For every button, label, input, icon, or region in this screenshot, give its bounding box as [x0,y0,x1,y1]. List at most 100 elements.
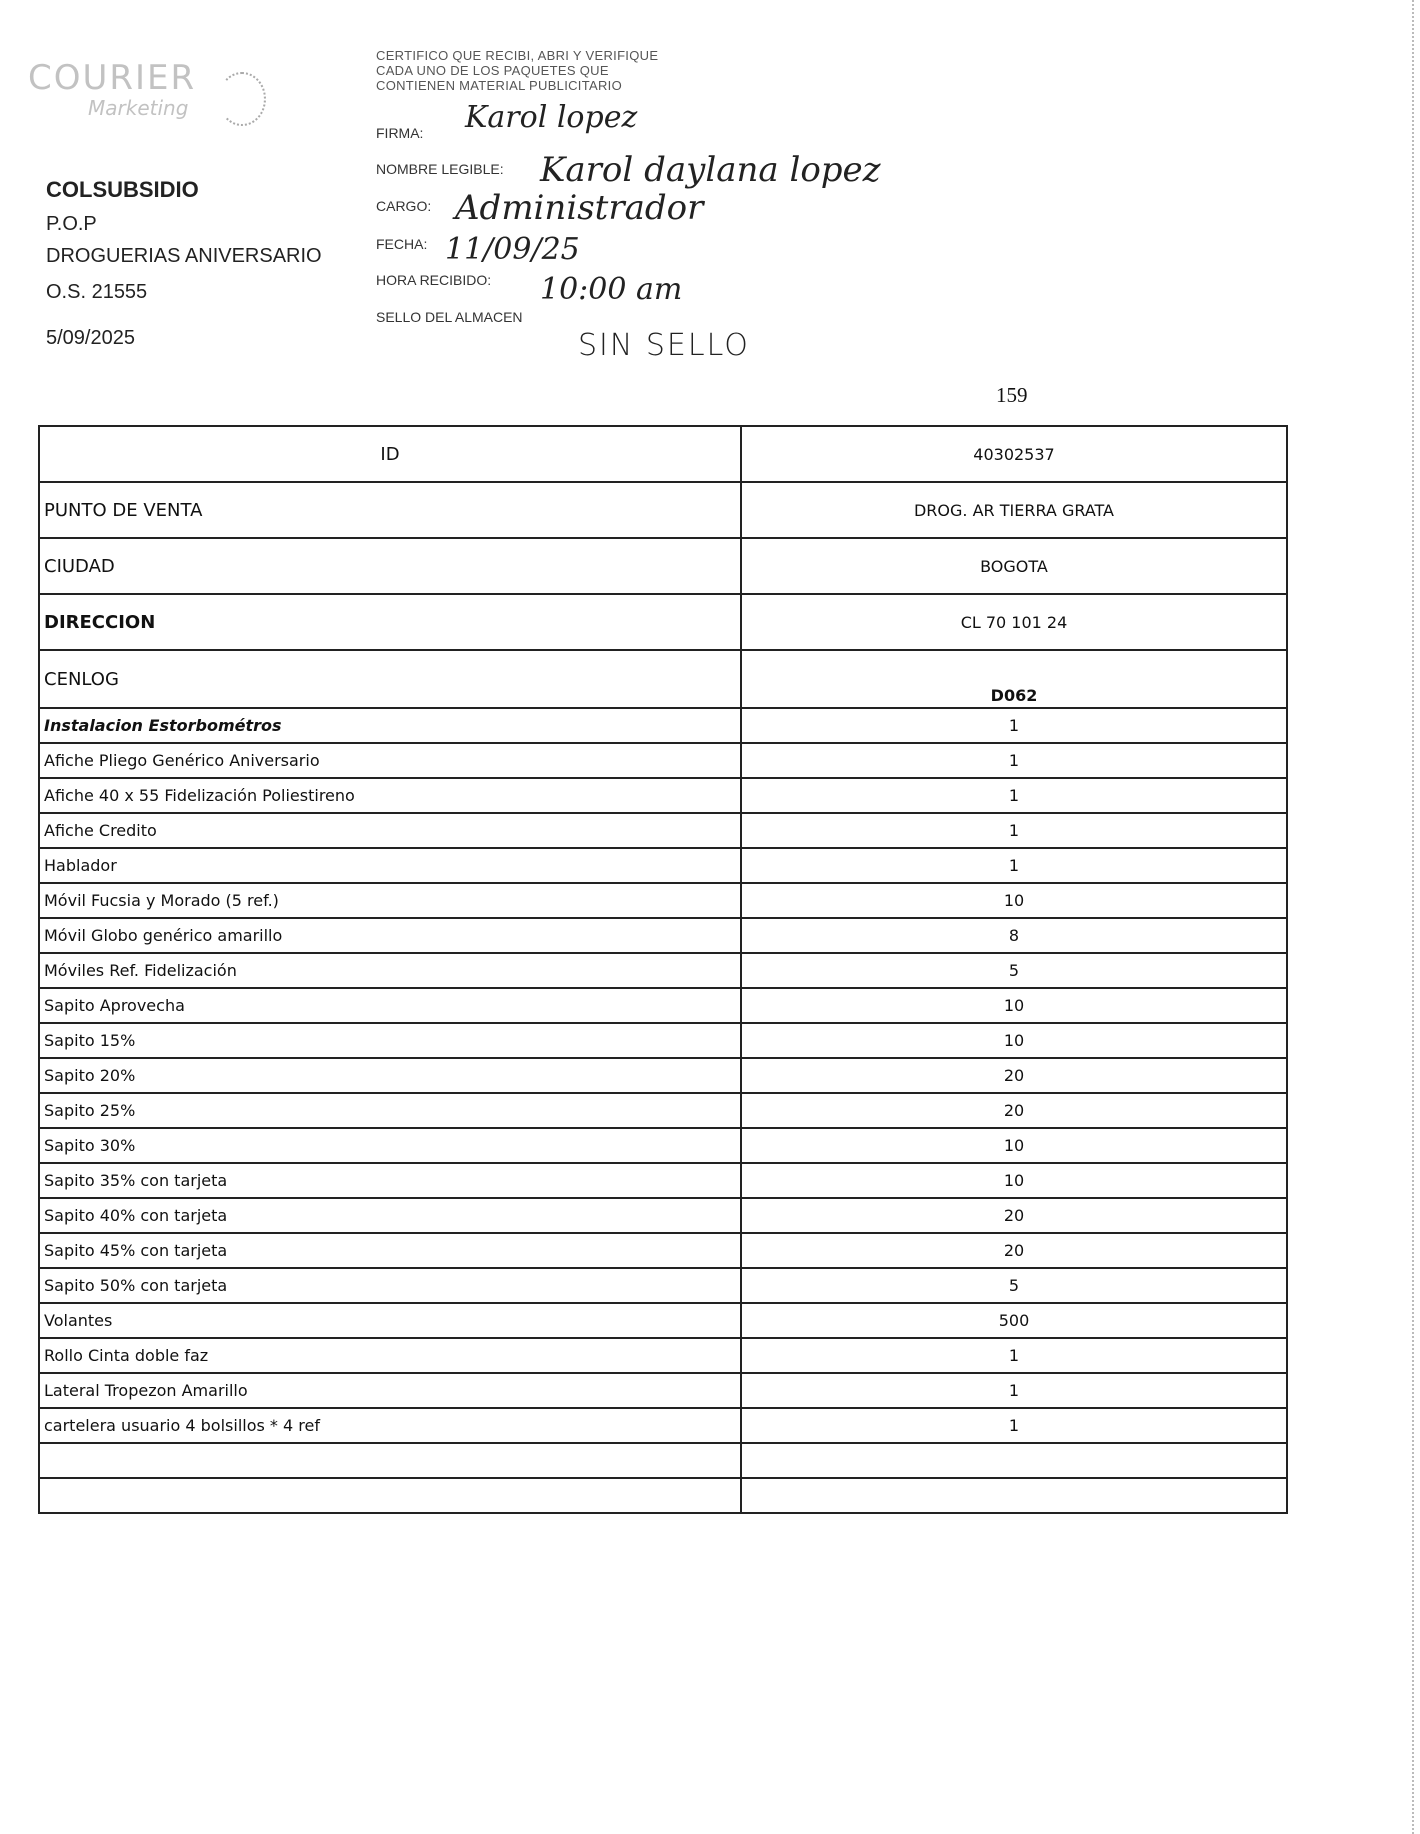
table-row: Sapito 15% 10 [38,1022,1288,1059]
row-label: CIUDAD [38,537,742,595]
item-quantity [740,1442,1288,1479]
sello-value: SIN SELLO [578,328,750,363]
table-row: Móvil Fucsia y Morado (5 ref.) 10 [38,882,1288,919]
item-label: Hablador [38,847,742,884]
nombre-value: Karol daylana lopez [540,150,881,190]
hora-label: HORA RECIBIDO: [376,272,492,288]
item-label: Sapito 25% [38,1092,742,1129]
page-number: 159 [996,383,1028,407]
document-date: 5/09/2025 [46,327,135,349]
item-quantity: 1 [740,707,1288,744]
item-label: Móvil Fucsia y Morado (5 ref.) [38,882,742,919]
table-row: Instalacion Estorbométros 1 [38,707,1288,744]
campaign-name: DROGUERIAS ANIVERSARIO [46,245,322,267]
item-label: Sapito 35% con tarjeta [38,1162,742,1199]
table-row: Sapito 25% 20 [38,1092,1288,1129]
item-label: Sapito 20% [38,1057,742,1094]
item-quantity: 5 [740,1267,1288,1304]
item-quantity: 20 [740,1092,1288,1129]
hora-value: 10:00 am [540,272,683,307]
item-quantity: 1 [740,742,1288,779]
header-row: CIUDAD BOGOTA [38,537,1288,595]
item-quantity: 1 [740,1337,1288,1374]
scan-edge [1412,0,1416,1834]
table-row: Sapito 40% con tarjeta 20 [38,1197,1288,1234]
logo-subtext: Marketing [88,96,189,120]
table-row: Sapito 50% con tarjeta 5 [38,1267,1288,1304]
row-value: DROG. AR TIERRA GRATA [740,481,1288,539]
row-label: PUNTO DE VENTA [38,481,742,539]
item-label: Móvil Globo genérico amarillo [38,917,742,954]
item-label: Afiche Pliego Genérico Aniversario [38,742,742,779]
table-row: Afiche 40 x 55 Fidelización Poliestireno… [38,777,1288,814]
item-label: Sapito 45% con tarjeta [38,1232,742,1269]
table-row: Afiche Pliego Genérico Aniversario 1 [38,742,1288,779]
table-row: Sapito 35% con tarjeta 10 [38,1162,1288,1199]
item-label: Sapito 50% con tarjeta [38,1267,742,1304]
certificate-line: CONTIENEN MATERIAL PUBLICITARIO [376,78,622,93]
item-label: cartelera usuario 4 bolsillos * 4 ref [38,1407,742,1444]
item-quantity: 5 [740,952,1288,989]
item-quantity: 20 [740,1232,1288,1269]
item-quantity: 1 [740,847,1288,884]
table-row: Móvil Globo genérico amarillo 8 [38,917,1288,954]
client-name: COLSUBSIDIO [46,177,199,202]
item-label: Sapito 15% [38,1022,742,1059]
table-row: Móviles Ref. Fidelización 5 [38,952,1288,989]
header-row: ID 40302537 [38,425,1288,483]
item-quantity: 20 [740,1197,1288,1234]
table-row: Rollo Cinta doble faz 1 [38,1337,1288,1374]
order-number: O.S. 21555 [46,281,148,303]
table-row: Hablador 1 [38,847,1288,884]
logo-swirl-icon [218,72,266,126]
table-row: Volantes 500 [38,1302,1288,1339]
nombre-label: NOMBRE LEGIBLE: [376,161,504,177]
header-row: PUNTO DE VENTA DROG. AR TIERRA GRATA [38,481,1288,539]
client-type: P.O.P [46,213,97,235]
table-row: Sapito 20% 20 [38,1057,1288,1094]
certificate-line: CERTIFICO QUE RECIBI, ABRI Y VERIFIQUE [376,48,659,63]
fecha-label: FECHA: [376,236,428,252]
item-quantity: 1 [740,1407,1288,1444]
item-label: Lateral Tropezon Amarillo [38,1372,742,1409]
item-quantity: 500 [740,1302,1288,1339]
item-quantity: 1 [740,1372,1288,1409]
item-label: Instalacion Estorbométros [38,707,742,744]
table-row: Lateral Tropezon Amarillo 1 [38,1372,1288,1409]
item-label: Afiche 40 x 55 Fidelización Poliestireno [38,777,742,814]
row-label: CENLOG [38,649,742,709]
item-label: Volantes [38,1302,742,1339]
item-quantity: 20 [740,1057,1288,1094]
item-label: Móviles Ref. Fidelización [38,952,742,989]
delivery-table: ID 40302537 PUNTO DE VENTA DROG. AR TIERRA … [38,425,1288,1514]
item-label [38,1477,742,1514]
fecha-value: 11/09/25 [445,232,580,267]
item-quantity: 10 [740,987,1288,1024]
firma-signature: Karol lopez [465,100,638,135]
item-quantity: 1 [740,812,1288,849]
table-row: Sapito 30% 10 [38,1127,1288,1164]
table-row: Sapito 45% con tarjeta 20 [38,1232,1288,1269]
item-label: Sapito 40% con tarjeta [38,1197,742,1234]
cargo-label: CARGO: [376,198,432,214]
row-label: ID [38,425,742,483]
table-row: Sapito Aprovecha 10 [38,987,1288,1024]
item-quantity: 10 [740,882,1288,919]
item-quantity: 10 [740,1162,1288,1199]
item-label: Afiche Credito [38,812,742,849]
row-value: 40302537 [740,425,1288,483]
row-value: CL 70 101 24 [740,593,1288,651]
logo-text: COURIER [28,58,197,98]
item-quantity: 8 [740,917,1288,954]
table-row: Afiche Credito 1 [38,812,1288,849]
table-row [38,1477,1288,1514]
row-value: D062 [740,649,1288,709]
item-quantity: 10 [740,1127,1288,1164]
table-row: cartelera usuario 4 bolsillos * 4 ref 1 [38,1407,1288,1444]
item-label [38,1442,742,1479]
item-quantity: 10 [740,1022,1288,1059]
sello-label: SELLO DEL ALMACEN [376,309,523,325]
cargo-value: Administrador [455,188,704,228]
item-quantity [740,1477,1288,1514]
